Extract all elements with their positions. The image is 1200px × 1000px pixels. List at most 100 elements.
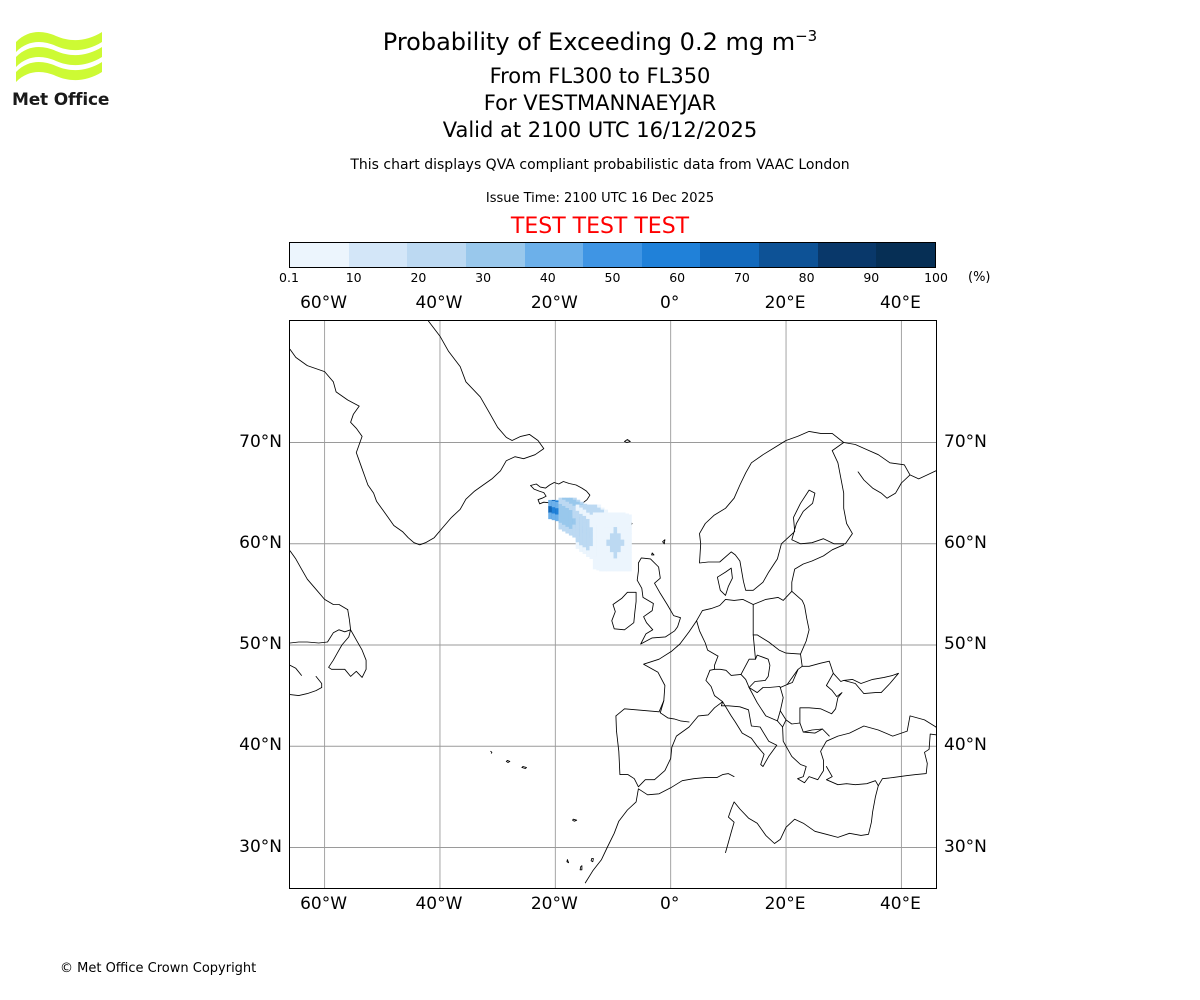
plume-cell: [592, 518, 597, 526]
plume-cell: [617, 564, 622, 572]
plume-cell: [586, 537, 591, 545]
colorbar-tick: 10: [345, 270, 362, 285]
plume-cell: [609, 545, 614, 553]
latitude-tick: 50°N: [239, 634, 282, 654]
plume-cell: [620, 527, 625, 534]
plume-cell: [599, 527, 604, 534]
plume-cell: [624, 558, 629, 566]
plume-cell: [572, 505, 577, 513]
plume-cell: [602, 552, 607, 559]
plume-cell: [592, 550, 597, 557]
plume-cell: [606, 539, 611, 547]
plume-cell: [555, 514, 560, 522]
coastline-path: [748, 653, 803, 694]
colorbar-tick: 0.1: [279, 270, 299, 285]
coastline-path: [716, 567, 733, 596]
coastline-path: [624, 439, 631, 443]
plume-cell: [565, 514, 570, 521]
plume-cell: [575, 535, 580, 543]
coastline-path: [566, 859, 570, 864]
plume-cell: [586, 544, 591, 551]
longitude-tick: 60°W: [300, 894, 348, 914]
latitude-tick: 70°N: [944, 431, 987, 452]
longitude-labels-bottom: 60°W 40°W 20°W 0° 20°E 40°E: [0, 894, 1200, 916]
coastline-path: [290, 687, 323, 697]
plume-cell: [602, 514, 607, 522]
coastline-path: [801, 660, 845, 682]
coastline-path: [521, 766, 527, 769]
latitude-tick: 70°N: [239, 431, 282, 452]
plume-cell: [620, 539, 625, 547]
coastline-path: [705, 669, 724, 703]
plume-cell: [565, 526, 570, 534]
plume-cell: [589, 533, 594, 541]
plume-cell: [624, 520, 629, 528]
coastline-path: [659, 712, 690, 723]
ash-probability-plume: [548, 497, 632, 572]
plume-cell: [551, 513, 556, 521]
plume-cell: [586, 531, 591, 539]
plume-cell: [602, 558, 607, 566]
plume-cell: [596, 544, 601, 552]
plume-cell: [613, 564, 618, 572]
plume-cell: [620, 514, 625, 522]
colorbar-tick: 90: [863, 270, 880, 285]
plume-cell: [602, 539, 607, 547]
longitude-tick: 60°W: [300, 293, 348, 313]
latitude-labels-right: 70°N 60°N 50°N 40°N 30°N: [944, 320, 1074, 889]
coastline-path: [909, 470, 936, 480]
plume-cell: [551, 507, 556, 514]
plume-cell: [589, 546, 594, 553]
plume-cell: [565, 501, 570, 509]
plume-cell: [548, 499, 553, 507]
plume-cell: [613, 520, 618, 528]
plume-cell: [561, 505, 566, 513]
plume-cell: [558, 510, 563, 517]
plume-cell: [572, 512, 577, 519]
plume-cell: [627, 514, 632, 522]
colorbar-segment: [407, 243, 466, 267]
plume-cell: [606, 514, 611, 522]
plume-cell: [617, 558, 622, 566]
plume-cell: [596, 513, 601, 521]
met-office-logo-text: Met Office: [12, 90, 110, 110]
plume-cell: [606, 527, 611, 534]
plume-cell: [565, 508, 570, 515]
plume-cell: [575, 523, 580, 531]
longitude-tick: 40°W: [415, 293, 463, 313]
map-canvas: [290, 321, 936, 888]
plume-cell: [579, 545, 584, 552]
plume-cell: [627, 527, 632, 534]
longitude-tick: 40°E: [879, 293, 921, 313]
latitude-tick: 50°N: [944, 634, 987, 654]
plume-cell: [599, 552, 604, 559]
plume-cell: [602, 564, 607, 572]
coastline-path: [659, 700, 665, 714]
longitude-tick: 20°W: [530, 293, 578, 313]
plume-cell: [582, 515, 587, 523]
plume-cell: [617, 527, 622, 534]
plume-cell: [599, 558, 604, 566]
plume-cell: [589, 527, 594, 534]
valid-time-line: Valid at 2100 UTC 16/12/2025: [442, 118, 758, 142]
plume-cell: [613, 558, 618, 566]
plume-cell: [582, 522, 587, 529]
plume-cell: [596, 563, 601, 571]
coastline-path: [877, 715, 936, 787]
plume-cell: [575, 542, 580, 549]
plume-cell: [609, 558, 614, 566]
coastline-path: [776, 710, 787, 722]
plume-cell: [599, 539, 604, 547]
plume-cell: [589, 539, 594, 547]
longitude-labels-top: 60°W 40°W 20°W 0° 20°E 40°E: [0, 293, 1200, 315]
latitude-labels-left: 70°N 60°N 50°N 40°N 30°N: [160, 320, 282, 889]
coastline-path: [636, 557, 681, 645]
map-plot-area[interactable]: [289, 320, 937, 889]
colorbar-tick: 60: [669, 270, 686, 285]
plume-cell: [609, 514, 614, 522]
colorbar-segment: [759, 243, 818, 267]
test-banner: TEST TEST TEST: [510, 214, 690, 239]
longitude-tick: 0°: [660, 894, 680, 914]
plume-cell: [572, 524, 577, 532]
plume-cell: [575, 510, 580, 518]
